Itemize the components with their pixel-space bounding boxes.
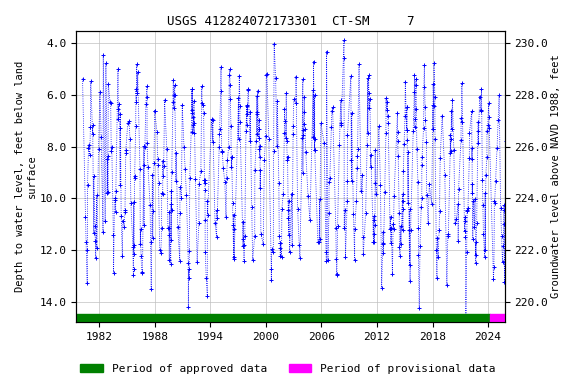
Legend: Period of approved data, Period of provisional data: Period of approved data, Period of provi… — [76, 359, 500, 379]
Y-axis label: Groundwater level above NAVD 1988, feet: Groundwater level above NAVD 1988, feet — [551, 55, 561, 298]
Y-axis label: Depth to water level, feet below land
surface: Depth to water level, feet below land su… — [15, 61, 37, 292]
Title: USGS 412824072173301  CT-SM     7: USGS 412824072173301 CT-SM 7 — [166, 15, 414, 28]
Bar — [490, 314, 505, 322]
Bar — [76, 314, 490, 322]
